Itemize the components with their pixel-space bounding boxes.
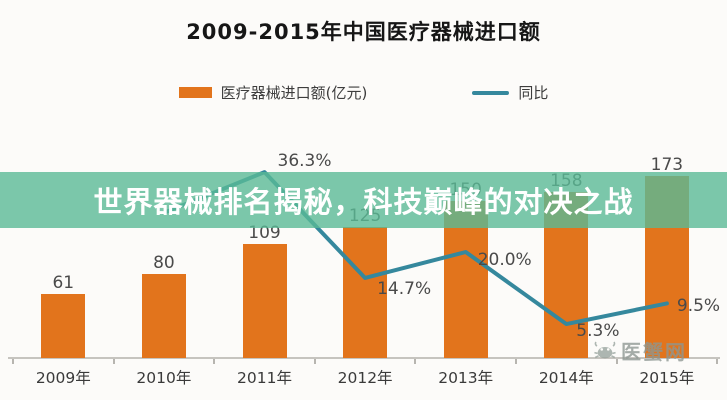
chart-title: 2009-2015年中国医疗器械进口额 — [186, 20, 541, 44]
headline-text: 世界器械排名揭秘，科技巅峰的对决之战 — [93, 185, 634, 219]
line-point-label: 9.5% — [676, 296, 721, 317]
x-axis-line — [8, 357, 720, 359]
x-axis-label: 2009年 — [35, 369, 91, 387]
x-axis-label: 2010年 — [136, 369, 192, 387]
legend-item-imports: 医疗器械进口额(亿元) — [178, 82, 368, 103]
line-point-label: 14.7% — [377, 278, 432, 299]
bar-value-label: 61 — [52, 272, 75, 293]
bar-swatch-icon — [178, 87, 212, 98]
axis-tick — [313, 359, 316, 364]
line-point-label: 36.3% — [277, 151, 332, 172]
axis-tick — [515, 359, 517, 364]
x-axis-label: 2012年 — [337, 369, 393, 387]
crab-icon — [594, 340, 616, 358]
line-swatch-icon — [472, 90, 510, 95]
legend-label-imports: 医疗器械进口额(亿元) — [220, 84, 368, 102]
axis-tick — [12, 359, 14, 364]
axis-tick — [213, 359, 216, 364]
bar-2010年 — [141, 274, 186, 358]
x-axis-label: 2014年 — [538, 369, 594, 387]
line-point-label: 5.3% — [576, 321, 620, 342]
x-axis-label: 2015年 — [639, 369, 695, 387]
legend-item-yoy: 同比 — [472, 82, 548, 103]
x-axis-label: 2011年 — [237, 369, 292, 387]
bar-2009年 — [41, 293, 86, 358]
headline-banner: 世界器械排名揭秘，科技巅峰的对决之战 — [0, 172, 727, 228]
legend: 医疗器械进口额(亿元) 同比 — [0, 82, 727, 103]
watermark-text: 医蟹网 — [621, 340, 687, 364]
bar-2011年 — [242, 243, 287, 358]
bar-value-label: 80 — [153, 253, 175, 273]
axis-tick — [615, 359, 618, 364]
bar-2012年 — [343, 226, 388, 358]
watermark: 医蟹网 — [592, 336, 687, 365]
legend-label-yoy: 同比 — [518, 84, 549, 102]
x-axis-label: 2013年 — [438, 369, 494, 387]
axis-tick — [112, 359, 115, 364]
line-point-label: 20.0% — [477, 250, 532, 270]
bar-value-label: 173 — [650, 155, 684, 176]
axis-tick — [716, 359, 719, 364]
axis-tick — [414, 359, 417, 364]
